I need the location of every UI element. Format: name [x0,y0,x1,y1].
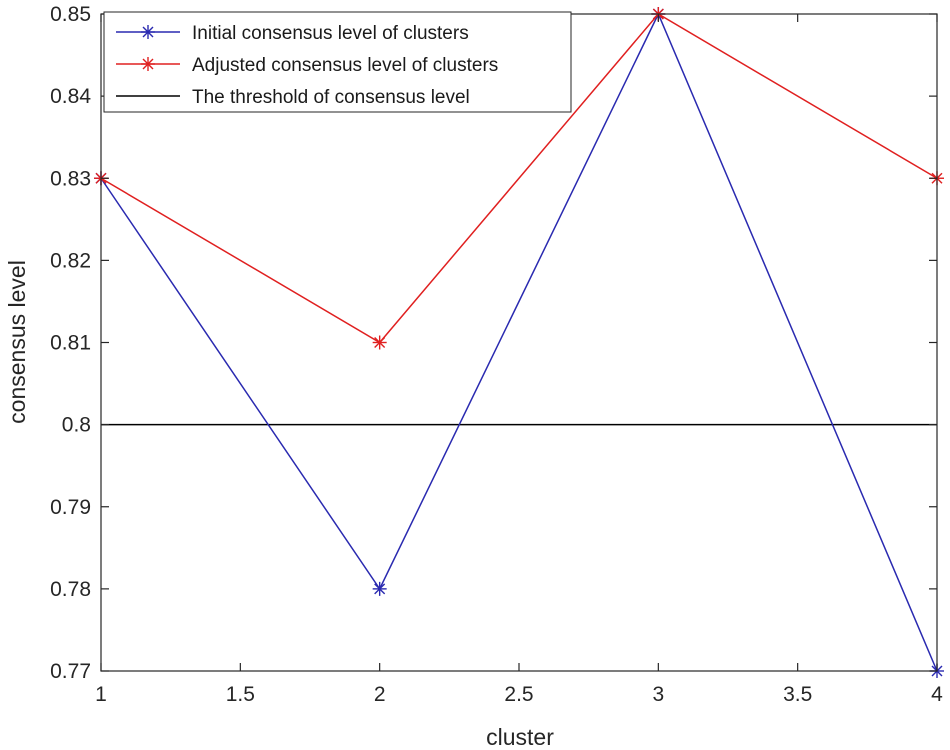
y-tick-label: 0.82 [50,249,91,272]
y-tick-label: 0.77 [50,660,91,683]
legend-adjusted-label: Adjusted consensus level of clusters [192,55,498,76]
y-tick-label: 0.83 [50,167,91,190]
legend: Initial consensus level of clusters Adjus… [103,11,572,113]
y-tick-label: 0.85 [50,3,91,26]
y-tick-label: 0.84 [50,85,91,108]
x-tick-label: 4 [931,683,943,706]
legend-adjusted-marker [141,57,155,71]
x-tick-label: 2 [374,683,386,706]
series-adjusted-point [372,335,387,350]
legend-threshold-label: The threshold of consensus level [192,87,470,108]
y-axis-title: consensus level [4,260,30,424]
x-tick-label: 1.5 [226,683,255,706]
legend-initial-marker [141,25,155,39]
y-tick-label: 0.78 [50,578,91,601]
series-initial-point [372,581,387,596]
x-axis-title: cluster [486,724,554,750]
series-initial-line [100,12,938,672]
ticks-layer: 1 1.5 2 2.5 3 3.5 4 0.77 0.78 0.79 0.8 0.81 0.82 0.83… [50,3,943,706]
y-tick-label: 0.8 [62,414,91,437]
series-adjusted-line [100,13,938,344]
x-tick-label: 3 [652,683,664,706]
legend-initial-label: Initial consensus level of clusters [192,23,469,44]
x-tick-label: 1 [95,683,107,706]
y-tick-label: 0.81 [50,332,91,355]
x-tick-label: 2.5 [504,683,533,706]
y-tick-label: 0.79 [50,496,91,519]
x-tick-label: 3.5 [783,683,812,706]
legend-box [103,11,572,113]
